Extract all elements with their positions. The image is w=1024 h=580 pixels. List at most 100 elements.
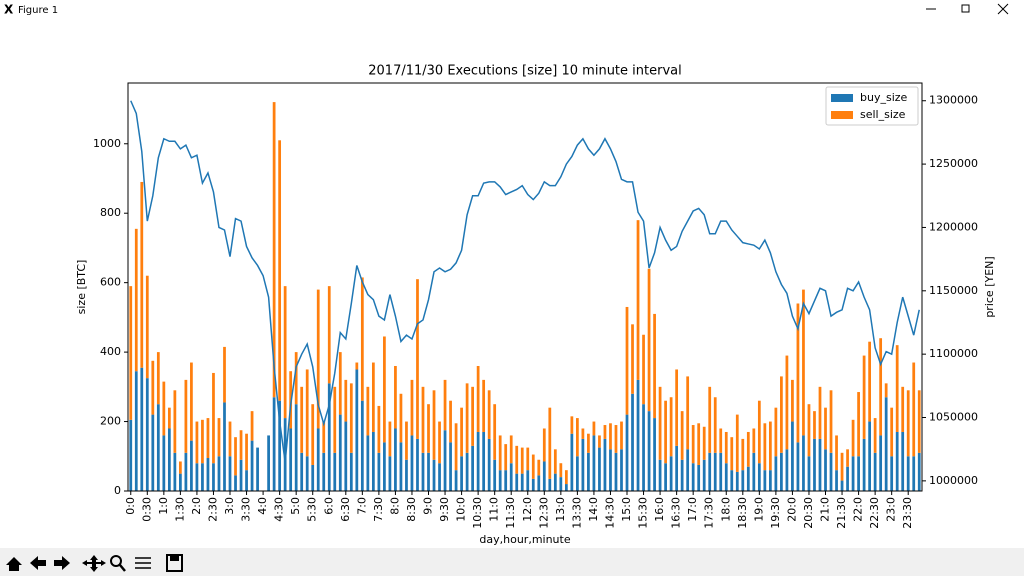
x-tick-label: 10:0 [455, 497, 468, 522]
bar-segment [735, 414, 739, 472]
bar-segment [487, 438, 491, 491]
bar-segment [156, 352, 160, 405]
bar-segment [741, 470, 745, 491]
bar-segment [531, 478, 535, 491]
bar-segment [167, 428, 171, 491]
bar-segment [824, 449, 827, 491]
bar-segment [438, 463, 441, 491]
bar-segment [360, 400, 364, 491]
bar-segment [691, 463, 695, 491]
x-tick-label: 6:30 [339, 497, 352, 522]
bar-segment [145, 275, 149, 379]
bar-segment [564, 470, 568, 485]
bar-segment [217, 456, 221, 491]
bar-segment [680, 459, 684, 491]
back-button[interactable] [30, 556, 46, 570]
bar-segment [708, 386, 712, 453]
x-axis-label: day,hour,minute [479, 533, 570, 546]
bar-segment [145, 378, 149, 491]
bar-segment [151, 414, 155, 491]
bar-segment [868, 421, 871, 491]
bar-segment [763, 470, 767, 491]
bar-segment [454, 470, 458, 491]
x-tick-label: 5:0 [289, 497, 302, 515]
y-tick-label: 0 [114, 484, 121, 497]
bar-segment [917, 390, 921, 453]
x-tick-label: 20:0 [785, 497, 798, 522]
bar-segment [868, 341, 871, 422]
bar-segment [316, 289, 320, 429]
close-button[interactable] [997, 3, 1009, 15]
y2-tick-label: 1050000 [929, 411, 978, 424]
bar-segment [658, 459, 662, 491]
bar-segment [642, 404, 645, 491]
bar-segment [895, 345, 899, 432]
bar-segment [151, 360, 155, 415]
x-tick-label: 16:0 [653, 497, 666, 522]
bar-segment [179, 461, 182, 474]
bar-segment [300, 386, 304, 453]
bar-segment [427, 452, 430, 491]
x-tick-label: 15:30 [637, 497, 650, 529]
bar-segment [730, 437, 734, 471]
configure-button[interactable] [135, 557, 151, 569]
bar-segment [879, 435, 883, 491]
x-tick-label: 14:0 [587, 497, 600, 522]
bar-segment [570, 416, 574, 434]
bar-segment [713, 397, 717, 453]
bar-segment [901, 386, 905, 432]
zoom-button[interactable] [110, 555, 122, 567]
x-tick-label: 1:30 [173, 497, 186, 522]
bar-segment [752, 428, 756, 453]
bar-segment [647, 411, 651, 491]
bar-segment [802, 435, 805, 491]
x-tick-label: 7:0 [355, 497, 368, 515]
y-tick-label: 400 [100, 345, 121, 358]
bar-segment [195, 463, 199, 491]
y-axis-label: size [BTC] [75, 260, 88, 315]
bar-segment [206, 418, 210, 459]
legend-swatch [831, 94, 853, 102]
bar-segment [421, 386, 425, 453]
x-tick-label: 1:0 [157, 497, 170, 515]
legend: buy_size sell_size [825, 86, 919, 126]
bar-segment [134, 371, 138, 491]
bar-segment [167, 407, 171, 429]
bar-segment [537, 459, 541, 476]
maximize-button[interactable] [961, 4, 970, 13]
bar-segment [780, 452, 783, 491]
bar-segment [785, 449, 789, 491]
bar-segment [471, 386, 474, 446]
bar-segment [504, 444, 508, 471]
bar-segment [697, 423, 701, 465]
bar-segment [746, 466, 750, 491]
pan-button[interactable] [82, 555, 106, 572]
bar-segment [603, 438, 607, 491]
x-tick-label: 3:0 [223, 497, 236, 515]
bar-segment [515, 473, 519, 491]
bar-segment [493, 404, 497, 460]
bar-segment [702, 459, 706, 491]
bar-segment [432, 459, 436, 491]
save-icon-part [170, 556, 179, 561]
bar-segment [333, 386, 337, 453]
zoom-handle [119, 564, 126, 572]
bar-segment [813, 411, 816, 439]
bar-segment [625, 306, 629, 415]
bar-segment [835, 435, 838, 471]
bar-segment [239, 459, 243, 491]
bar-segment [250, 440, 254, 491]
save-button[interactable] [166, 554, 183, 572]
x-tick-label: 12:0 [521, 497, 534, 522]
x-tick-label: 9:0 [422, 497, 435, 515]
home-button[interactable] [6, 557, 22, 571]
bar-segment [294, 352, 298, 405]
bar-segment [851, 456, 855, 491]
bar-segment [840, 452, 844, 481]
bar-segment [394, 365, 397, 429]
forward-button[interactable] [54, 556, 70, 570]
window-controls[interactable] [926, 3, 1009, 15]
bar-segment [228, 421, 232, 457]
bar-segment [234, 475, 237, 491]
bar-segment [647, 268, 651, 412]
